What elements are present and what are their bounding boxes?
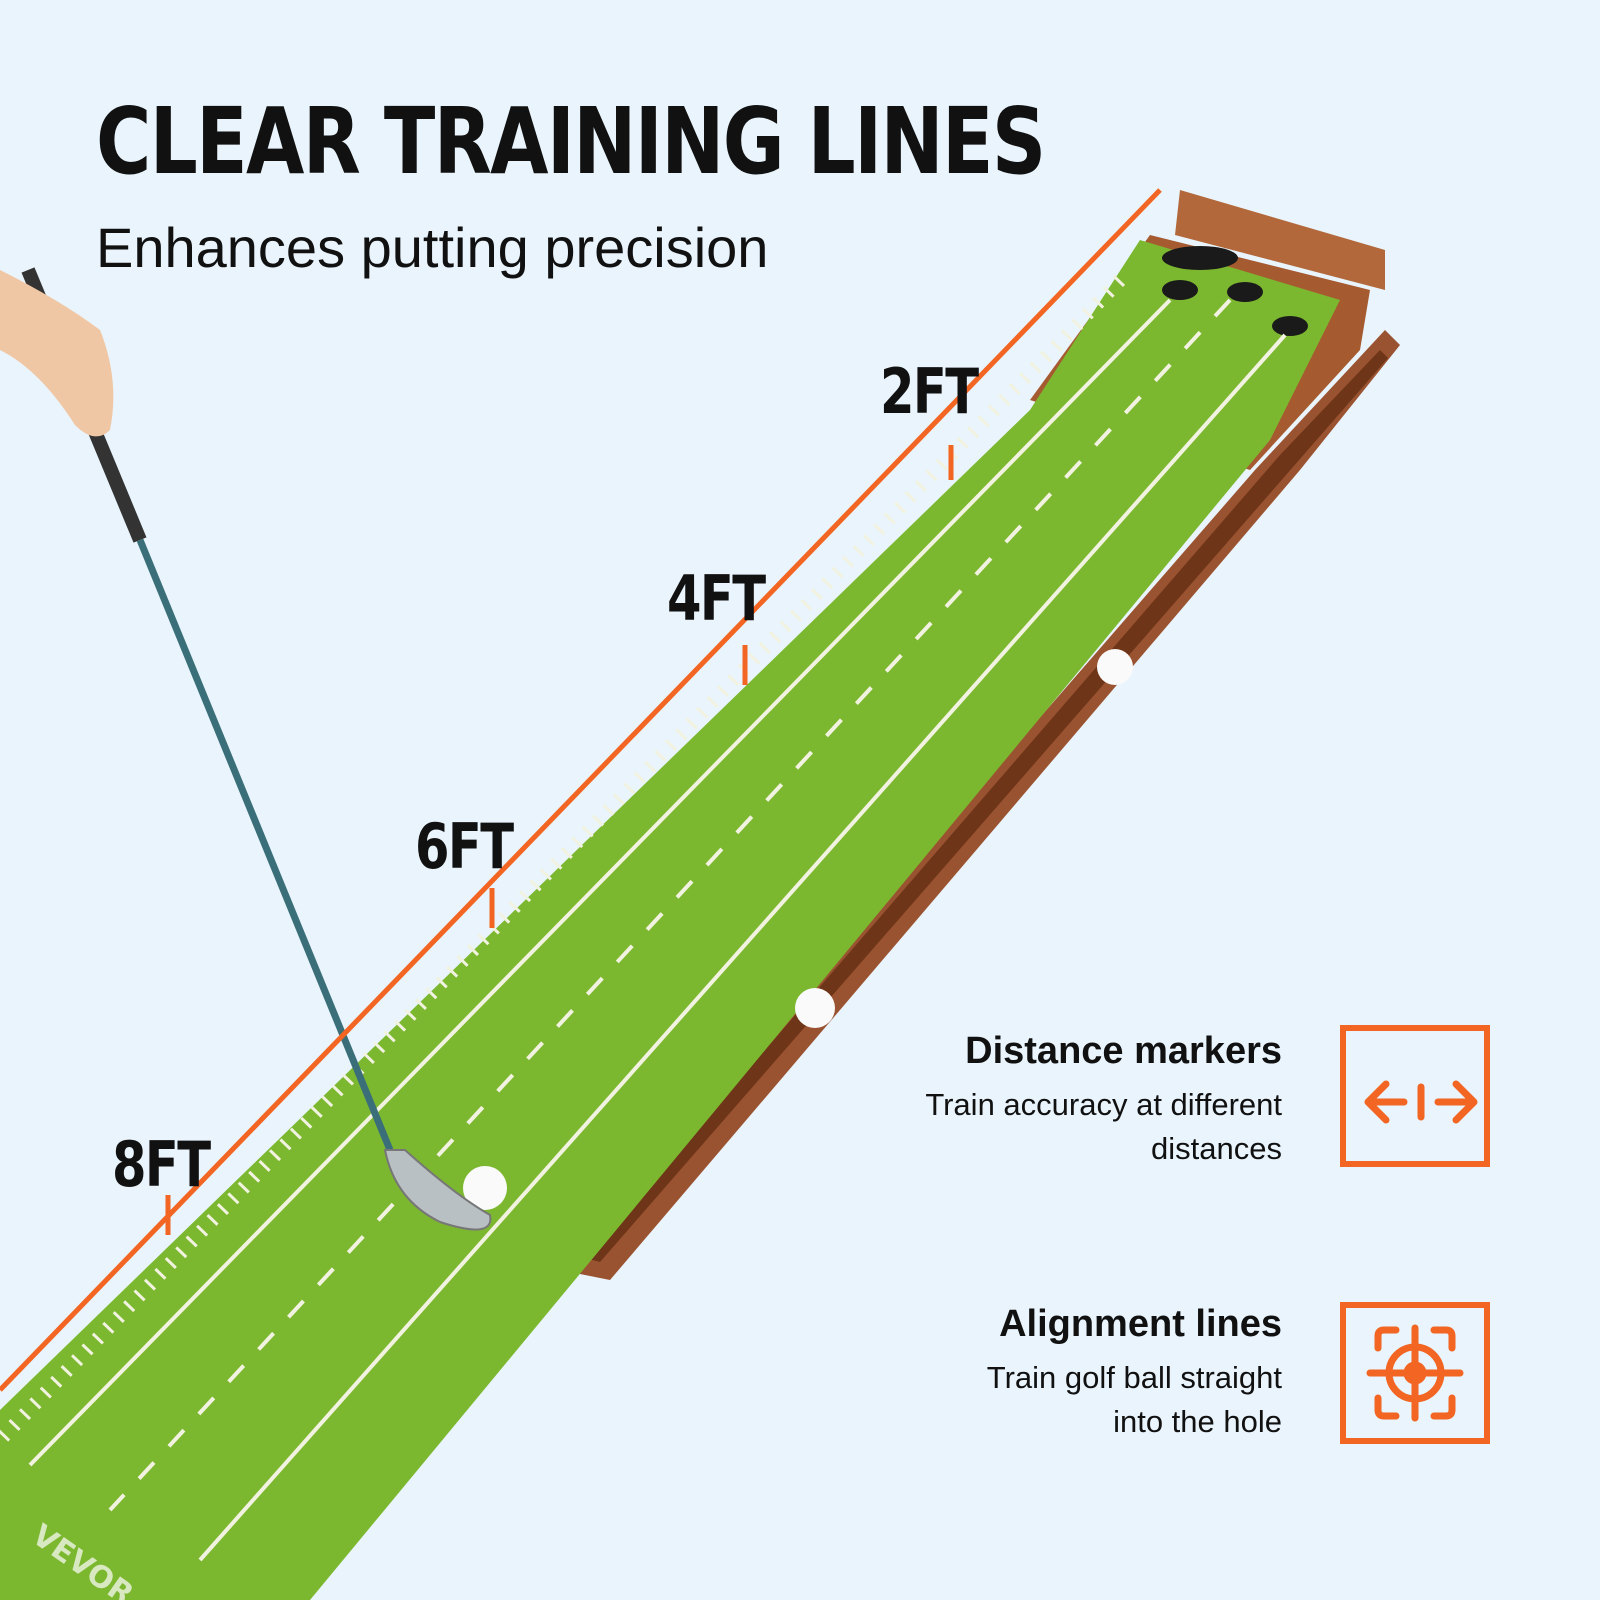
distance-label-2ft: 2FT <box>880 355 979 428</box>
club-head <box>383 1149 492 1231</box>
hole <box>1227 282 1263 302</box>
golf-ball <box>795 988 835 1028</box>
hole-backboard <box>1175 190 1385 290</box>
page-subtitle: Enhances putting precision <box>96 216 769 279</box>
hand <box>0 270 114 437</box>
putter-shaft <box>136 538 394 1152</box>
feature-title: Distance markers <box>965 1030 1282 1072</box>
distance-label-4ft: 4FT <box>667 562 766 635</box>
alignment-line-dashed <box>108 298 1232 1512</box>
hole <box>1162 246 1238 270</box>
feature-distance-markers: Distance markers Train accuracy at diffe… <box>862 1030 1282 1171</box>
measurement-line <box>0 188 1162 1392</box>
target-crosshair-icon <box>1340 1302 1490 1444</box>
distance-label-6ft: 6FT <box>415 810 514 883</box>
distance-label-8ft: 8FT <box>112 1128 211 1201</box>
distance-arrows-icon <box>1340 1025 1490 1167</box>
golf-ball <box>463 1166 507 1210</box>
alignment-line <box>198 333 1287 1562</box>
alignment-line <box>28 298 1172 1467</box>
feature-title: Alignment lines <box>999 1303 1282 1345</box>
hole <box>1162 280 1198 300</box>
rail-groove <box>585 350 1388 1262</box>
golf-ball <box>1097 649 1133 685</box>
hole <box>1272 316 1308 336</box>
feature-alignment-lines: Alignment lines Train golf ball straight… <box>942 1303 1282 1444</box>
feature-description: Train golf ball straight into the hole <box>986 1360 1282 1439</box>
feature-description: Train accuracy at different distances <box>925 1087 1282 1166</box>
page-title: CLEAR TRAINING LINES <box>96 88 1046 195</box>
putting-mat-turf <box>0 240 1340 1600</box>
